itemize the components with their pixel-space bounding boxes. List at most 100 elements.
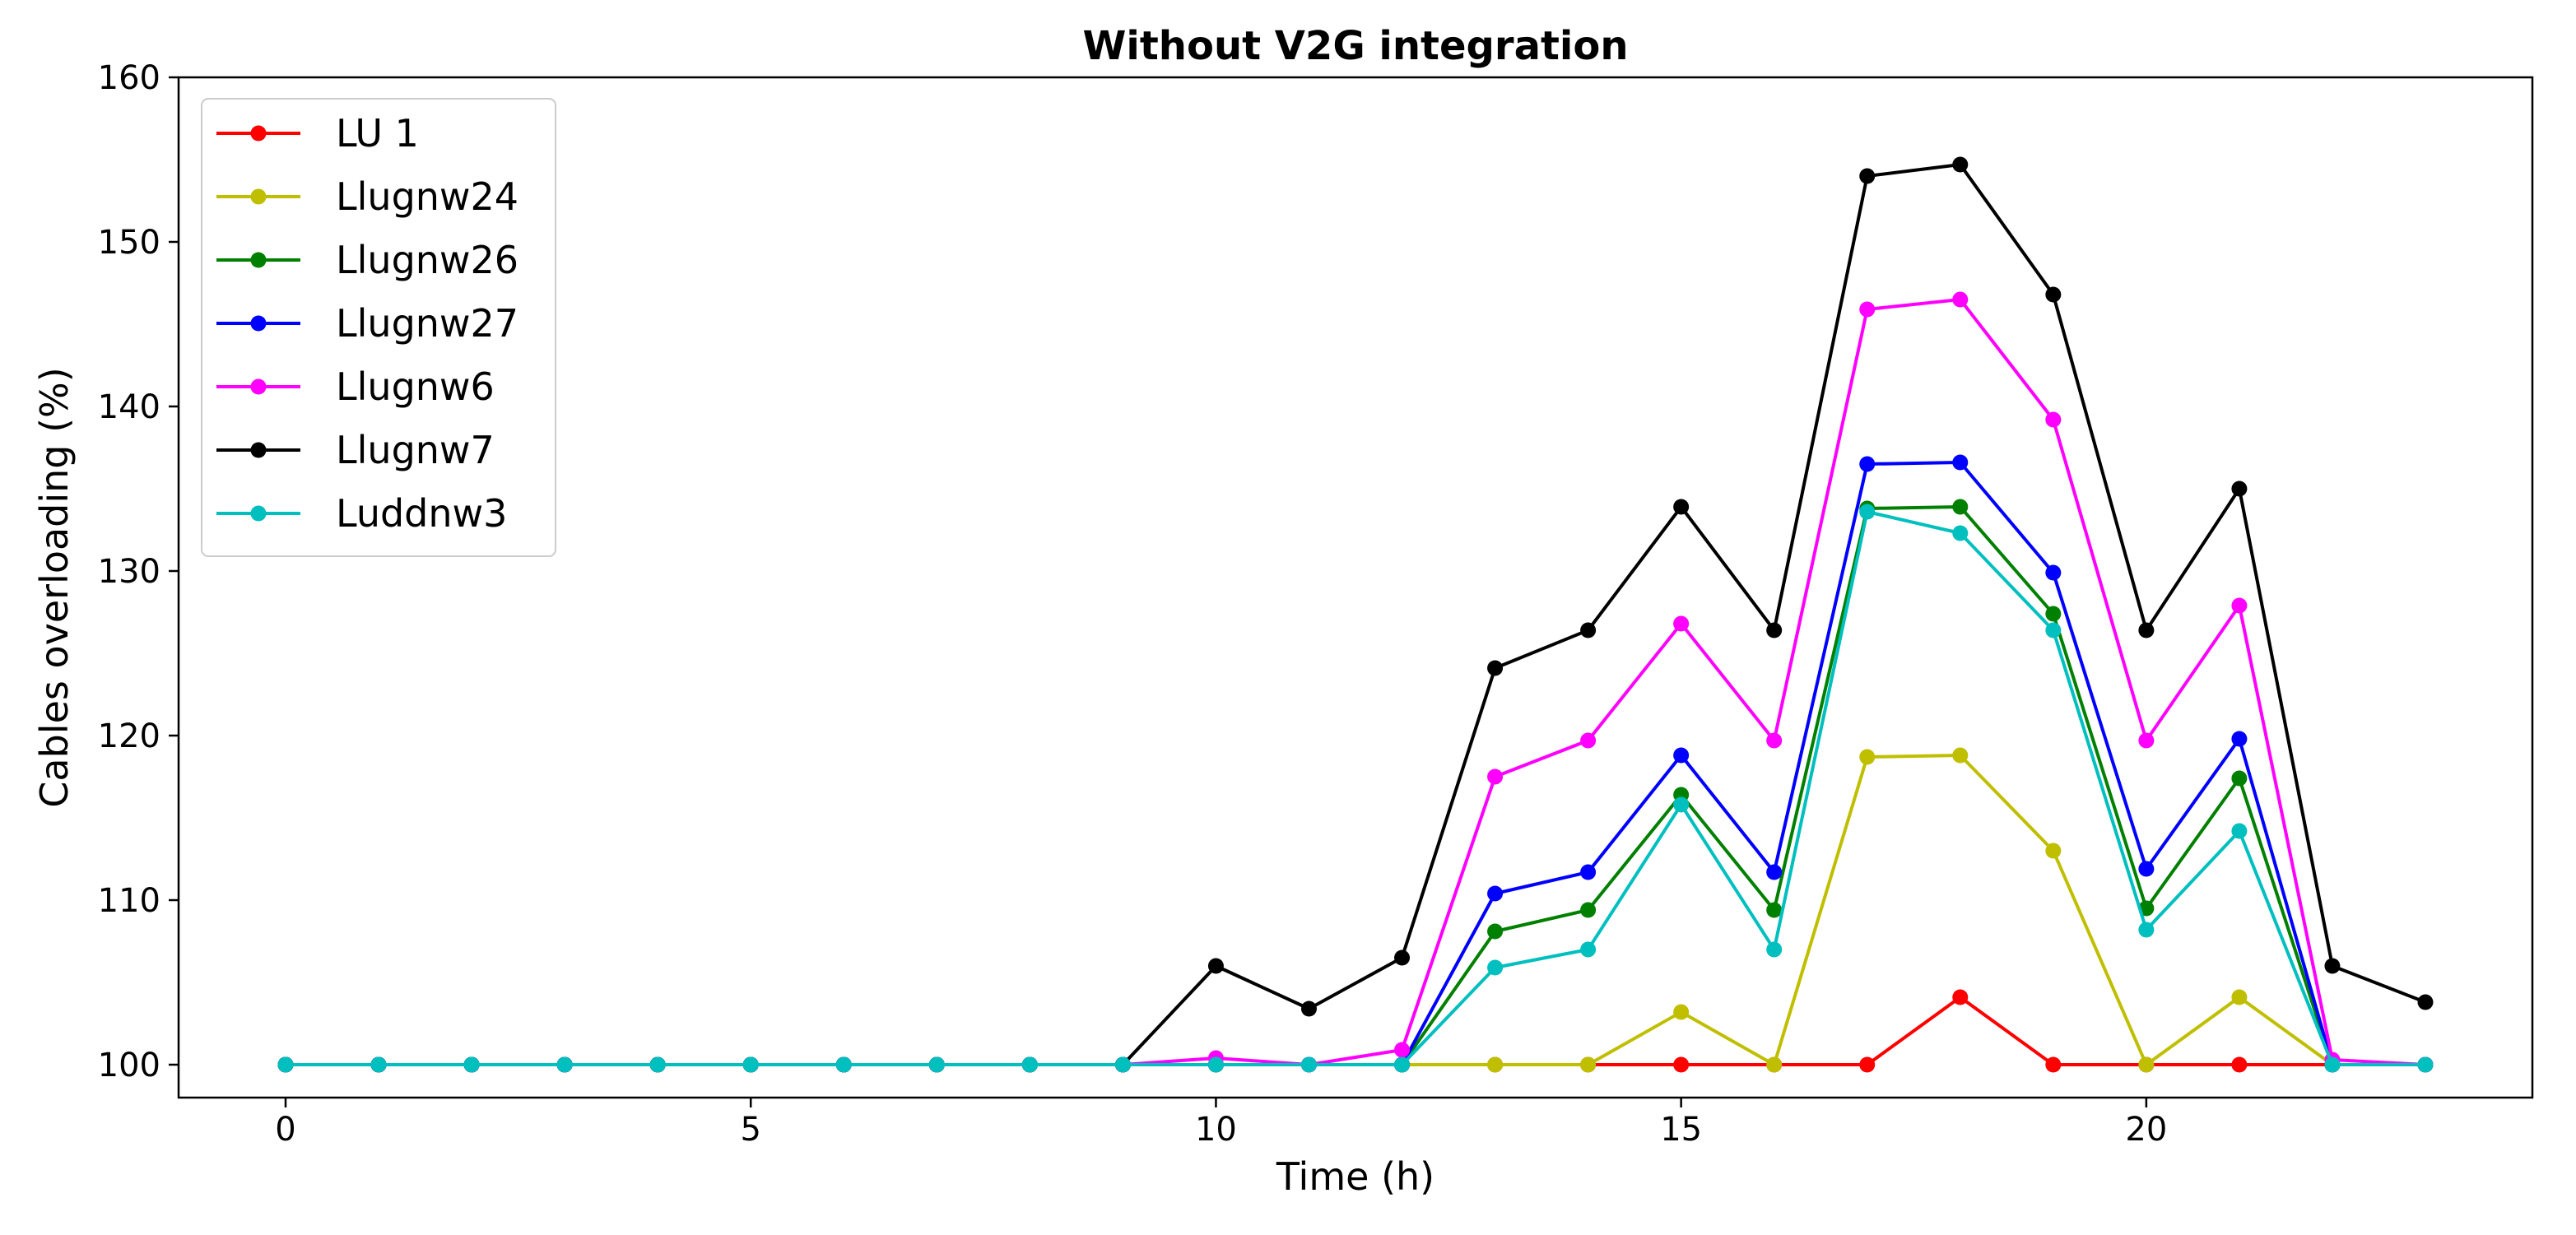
data-point-llugnw27: [2045, 564, 2062, 581]
series-line-luddnw3: [286, 510, 2425, 1066]
data-point-llugnw24: [1487, 1056, 1504, 1073]
data-point-llugnw24: [1580, 1056, 1597, 1073]
data-point-luddnw3: [1300, 1056, 1317, 1073]
data-point-llugnw6: [2045, 411, 2062, 428]
data-point-llugnw6: [1952, 291, 1969, 308]
legend-label: Llugnw27: [336, 301, 518, 346]
data-point-llugnw26: [1487, 923, 1504, 940]
data-point-lu-1: [1952, 989, 1969, 1005]
data-point-llugnw26: [1580, 902, 1597, 918]
series-line-llugnw24: [286, 754, 2425, 1066]
data-point-llugnw7: [1580, 622, 1597, 638]
y-tick-label: 140: [98, 388, 160, 426]
data-point-luddnw3: [1114, 1056, 1131, 1073]
legend-box: [201, 98, 556, 557]
legend-label: Luddnw3: [336, 491, 507, 536]
series-layer: [277, 156, 2434, 1073]
data-point-lu-1: [2045, 1056, 2062, 1073]
series-line-llugnw6: [286, 298, 2426, 1066]
legend-item-llugnw27: Llugnw27: [216, 301, 518, 346]
legend-marker: [250, 378, 267, 395]
data-point-luddnw3: [835, 1056, 852, 1073]
series-line-llugnw27: [286, 461, 2425, 1066]
data-point-llugnw26: [1766, 902, 1783, 918]
x-tick-label: 5: [740, 1111, 760, 1149]
data-point-llugnw7: [2138, 622, 2155, 638]
data-point-luddnw3: [1859, 504, 1876, 520]
legend-marker: [250, 505, 267, 522]
data-point-lu-1: [1673, 1056, 1690, 1073]
data-point-luddnw3: [2324, 1056, 2341, 1073]
legend-label: Llugnw26: [336, 238, 518, 282]
data-point-llugnw24: [2138, 1056, 2155, 1073]
data-point-llugnw27: [1673, 747, 1690, 764]
y-axis-label: Cables overloading (%): [32, 367, 77, 807]
y-tick-label: 120: [98, 717, 160, 755]
plot-area-frame: [177, 76, 2534, 1099]
data-point-luddnw3: [649, 1056, 666, 1073]
data-point-llugnw26: [2231, 770, 2248, 787]
data-point-llugnw6: [1859, 301, 1876, 318]
data-point-luddnw3: [928, 1056, 945, 1073]
legend-marker: [250, 125, 267, 142]
data-point-llugnw7: [2417, 994, 2434, 1010]
data-point-lu-1: [2231, 1056, 2248, 1073]
legend-item-llugnw6: Llugnw6: [216, 364, 495, 409]
data-point-luddnw3: [1394, 1056, 1411, 1073]
data-point-llugnw7: [1859, 168, 1876, 184]
legend-label: LU 1: [336, 111, 419, 156]
series-lu-1: [277, 989, 2434, 1073]
legend-item-luddnw3: Luddnw3: [216, 491, 507, 536]
data-point-luddnw3: [1766, 941, 1783, 958]
y-tick-label: 110: [98, 882, 160, 920]
data-point-llugnw7: [1952, 156, 1969, 173]
data-point-llugnw7: [1394, 949, 1411, 966]
series-llugnw6: [277, 291, 2434, 1073]
data-point-luddnw3: [1952, 525, 1969, 541]
data-point-llugnw24: [2231, 989, 2248, 1005]
data-point-llugnw7: [1207, 958, 1224, 974]
data-point-llugnw24: [2045, 843, 2062, 859]
data-point-lu-1: [1859, 1056, 1876, 1073]
y-tick-label: 100: [98, 1047, 160, 1084]
data-point-llugnw24: [1952, 747, 1969, 764]
data-point-luddnw3: [2231, 823, 2248, 839]
data-point-luddnw3: [463, 1056, 480, 1073]
x-axis-label: Time (h): [1276, 1154, 1434, 1199]
series-line-lu-1: [286, 996, 2425, 1066]
data-point-llugnw27: [2231, 731, 2248, 747]
data-point-llugnw6: [1394, 1042, 1411, 1058]
legend-marker: [250, 442, 267, 458]
data-point-luddnw3: [1207, 1056, 1224, 1073]
data-point-luddnw3: [1580, 941, 1597, 958]
y-axis: 100 110 120 130 140 150 160: [98, 59, 179, 1084]
x-tick-label: 15: [1660, 1111, 1702, 1149]
data-point-llugnw24: [1766, 1056, 1783, 1073]
legend-item-llugnw24: Llugnw24: [216, 174, 518, 219]
y-tick-label: 130: [98, 553, 160, 591]
data-point-llugnw27: [1952, 454, 1969, 471]
legend-marker: [250, 188, 267, 205]
data-point-luddnw3: [2417, 1056, 2434, 1073]
data-point-llugnw7: [2324, 958, 2341, 974]
legend-item-lu-1: LU 1: [216, 111, 419, 156]
data-point-llugnw24: [1673, 1004, 1690, 1020]
data-point-llugnw7: [1673, 499, 1690, 515]
series-llugnw26: [277, 499, 2434, 1073]
legend: LU 1 Llugnw24 Llugnw26 Llugnw27 Llugnw6 Llugn…: [201, 98, 556, 557]
data-point-llugnw6: [1580, 732, 1597, 749]
data-point-llugnw6: [2138, 732, 2155, 749]
y-tick-label: 150: [98, 224, 160, 262]
legend-label: Llugnw24: [336, 174, 518, 219]
x-tick-label: 0: [275, 1111, 295, 1149]
data-point-llugnw27: [1487, 885, 1504, 902]
legend-marker: [250, 315, 267, 332]
data-point-llugnw6: [1766, 732, 1783, 749]
data-point-luddnw3: [1021, 1056, 1038, 1073]
data-point-llugnw27: [2138, 861, 2155, 877]
data-point-llugnw24: [1859, 749, 1876, 765]
data-point-llugnw7: [1766, 622, 1783, 638]
data-point-llugnw6: [1487, 768, 1504, 785]
legend-label: Llugnw6: [336, 364, 495, 409]
